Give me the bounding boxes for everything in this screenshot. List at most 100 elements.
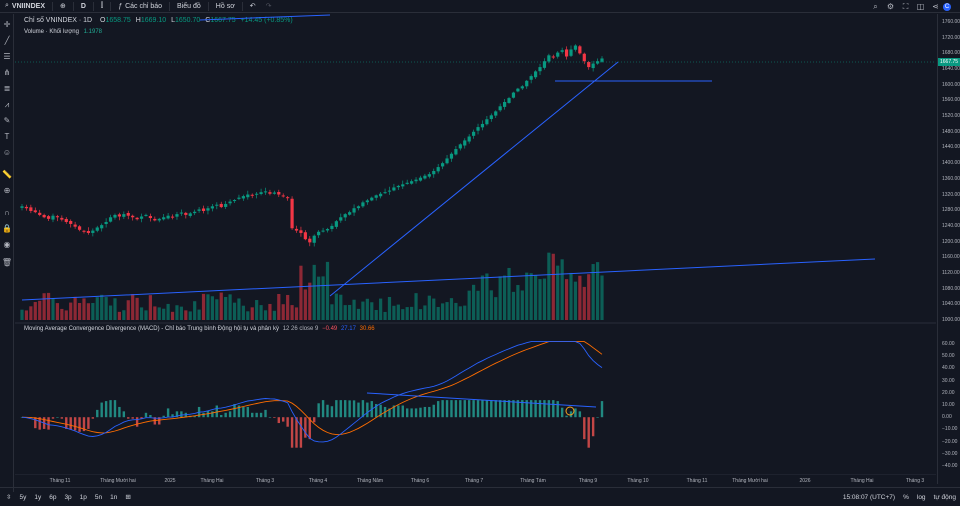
quick-search-button[interactable]: ⌕ [868,2,883,12]
lock-tool[interactable]: 🔒 [1,224,13,234]
visibility-tool[interactable]: ◉ [1,240,13,250]
indicators-button[interactable]: ƒ Các chỉ báo [118,2,163,10]
candle-body [228,201,232,204]
macd-tick: 40.00 [942,365,955,372]
price-tick: 1280.00 [942,207,960,214]
macd-tick: 0.00 [942,414,952,421]
range-menu-icon[interactable]: ⇳ [6,494,12,501]
redo-button[interactable]: ↷ [261,0,277,13]
volume-bar [197,309,201,320]
date-range-icon[interactable]: ⊞ [125,494,131,501]
macd-histogram-bar [521,400,524,418]
volume-bar [414,293,418,320]
pitchfork-tool[interactable]: ⋔ [1,68,13,78]
undo-button[interactable]: ↶ [245,0,261,13]
channel-tool[interactable]: ☰ [1,52,13,62]
volume-bar [113,298,117,320]
range-1n[interactable]: 1n [110,493,118,501]
crosshair-tool[interactable]: ✛ [1,20,13,30]
clock[interactable]: 15:08:07 (UTC+7) [842,493,896,501]
candle-body [325,229,330,231]
pattern-tool[interactable]: ⩘ [1,100,13,110]
macd-histogram-bar [158,417,161,425]
volume-bar [281,304,285,320]
settings-button[interactable]: ⚙ [883,2,898,11]
candle-body [42,214,46,218]
auto-toggle[interactable]: tự động [933,493,956,501]
macd-histogram-bar [87,417,90,429]
candle-body [91,230,95,233]
macd-histogram-bar [259,412,263,418]
range-3p[interactable]: 3p [64,493,72,501]
volume-bar [587,274,591,320]
share-button[interactable]: ⋖ [928,2,943,11]
volume-bar [148,295,152,320]
macd-histogram-bar [268,417,272,418]
macd-histogram-bar [100,402,103,418]
candle-body [86,231,91,233]
macd-histogram-bar [220,415,223,418]
time-tick: Tháng Mười hai [732,478,768,484]
time-tick: Tháng 6 [410,478,430,484]
macd-histogram-bar [578,411,582,418]
range-5y[interactable]: 5y [19,493,27,501]
price-axis[interactable]: 1760.00 1720.00 1680.00 1640.00 1600.00 1560.… [937,14,960,484]
volume-bar [365,298,369,320]
volume-bar [228,294,232,320]
percent-toggle[interactable]: % [903,493,909,501]
magnet-tool[interactable]: ∩ [1,208,13,218]
volume-bar [255,300,259,320]
price-tick: 1200.00 [942,238,960,245]
range-5n[interactable]: 5n [94,493,103,501]
volume-bar [392,305,396,320]
candle-body [591,63,595,69]
compare-button[interactable]: ⊕ [55,0,71,13]
account-button[interactable]: C [943,2,958,11]
emoji-tool[interactable]: ☺ [1,148,13,158]
macd-histogram-bar [135,417,139,427]
trendline-tool[interactable]: ╱ [1,36,13,46]
macd-histogram-bar [454,400,458,418]
log-toggle[interactable]: log [916,493,926,501]
candle-body [219,203,223,208]
share-icon: ⋖ [932,2,939,11]
volume-bar [387,296,392,320]
volume-bar [436,306,440,320]
brush-tool[interactable]: ✎ [1,116,13,126]
candle-body [374,195,378,198]
profile-menu-button[interactable]: Hồ sơ [215,2,235,10]
macd-histogram-bar [467,400,471,418]
snapshot-button[interactable]: ◫ [913,2,928,11]
volume-bar [441,303,445,320]
macd-histogram-bar [414,408,418,418]
macd-histogram-bar [490,400,493,418]
macd-histogram-bar [202,412,205,418]
macd-histogram-bar [96,409,99,418]
candle-body [148,216,152,219]
price-chart[interactable] [15,14,936,475]
range-6p[interactable]: 6p [49,493,57,501]
chart-menu-button[interactable]: Biểu đồ [177,2,201,10]
time-tick: Tháng Tám [520,478,546,484]
volume-bar [166,303,170,320]
range-1y[interactable]: 1y [34,493,42,501]
interval-button[interactable]: D [80,2,86,10]
macd-histogram-bar [166,408,170,418]
candle-body [573,45,578,50]
ruler-tool[interactable]: 📏 [1,170,13,180]
fib-tool[interactable]: ≣ [1,84,13,94]
macd-histogram-bar [569,411,573,418]
macd-histogram-bar [277,417,280,424]
candle-body [60,217,64,220]
range-1p[interactable]: 1p [79,493,87,501]
fullscreen-button[interactable]: ⛶ [898,2,913,12]
candle-type-button[interactable]: ⫿ [96,0,108,13]
zoom-tool[interactable]: ⊕ [1,186,13,196]
volume-bar [494,297,498,320]
symbol-search[interactable]: ⌕ VNIINDEX [0,0,50,13]
text-tool[interactable]: T [1,132,13,142]
volume-bar [520,290,524,320]
plus-circle-icon: ⊕ [59,3,66,10]
delete-tool[interactable]: 🗑 [1,258,13,268]
candle-body [95,227,99,231]
